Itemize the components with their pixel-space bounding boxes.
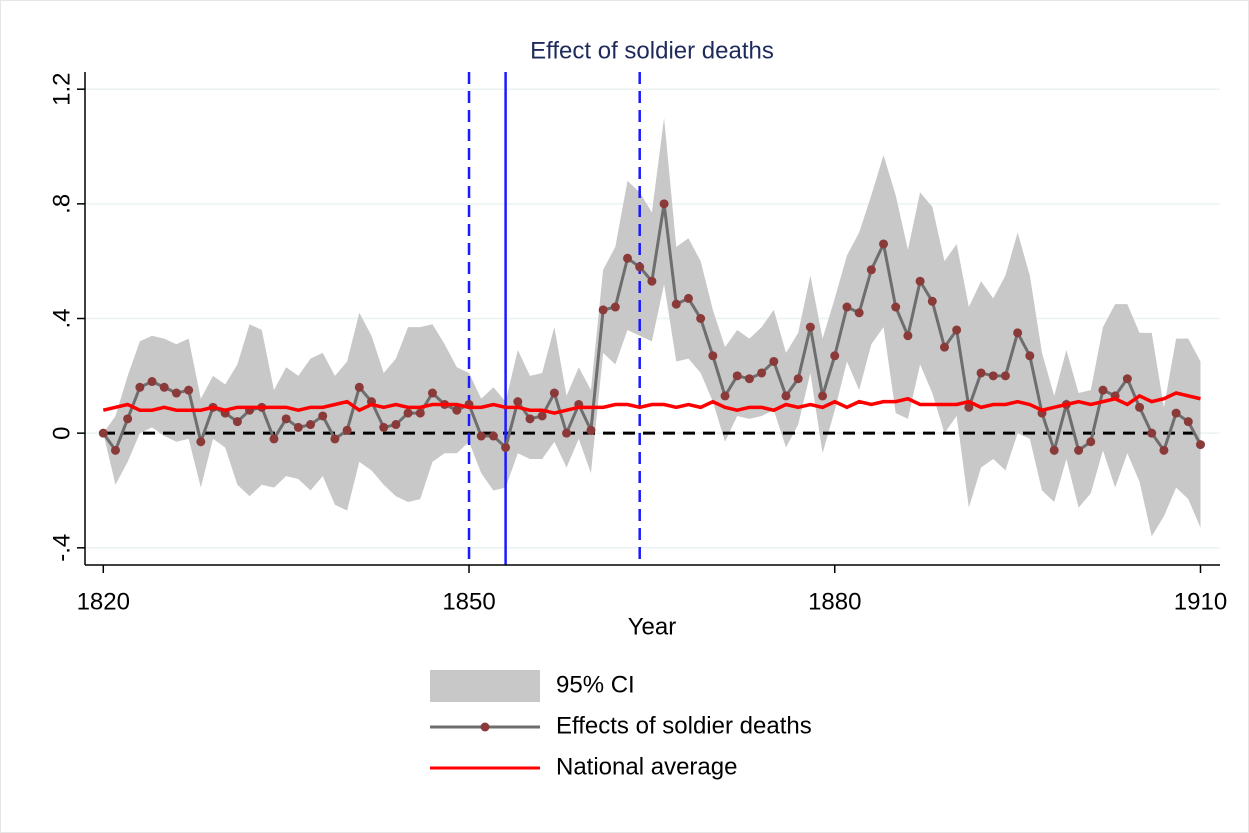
data-point — [586, 425, 596, 435]
legend-marker — [480, 722, 490, 732]
data-point — [1135, 402, 1145, 412]
data-point — [318, 411, 328, 421]
x-tick-label: 1820 — [77, 588, 130, 615]
data-point — [1098, 385, 1108, 395]
data-point — [927, 296, 937, 306]
data-point — [1049, 445, 1059, 455]
series-line — [102, 391, 1201, 415]
data-point — [976, 368, 986, 378]
data-point — [452, 405, 462, 415]
data-point — [879, 239, 889, 249]
data-point — [415, 408, 425, 418]
data-point — [513, 397, 523, 407]
data-point — [659, 199, 669, 209]
y-tick-label: -.4 — [48, 534, 75, 562]
data-point — [830, 351, 840, 361]
data-point — [171, 388, 181, 398]
data-point — [1000, 371, 1010, 381]
data-point — [488, 431, 498, 441]
data-point — [671, 299, 681, 309]
data-point — [110, 445, 120, 455]
legend-swatch — [430, 670, 540, 702]
data-point — [1025, 351, 1035, 361]
data-point — [988, 371, 998, 381]
data-point — [842, 302, 852, 312]
data-point — [696, 314, 706, 323]
legend-label: Effects of soldier deaths — [556, 712, 812, 739]
data-point — [635, 262, 645, 272]
data-point — [427, 388, 437, 398]
data-point — [196, 437, 206, 447]
data-point — [306, 420, 316, 430]
x-tick-label: 1880 — [808, 588, 861, 615]
data-point — [501, 442, 511, 452]
data-point — [683, 293, 693, 303]
data-point — [769, 356, 779, 366]
x-axis-label: Year — [628, 613, 677, 640]
data-point — [269, 434, 279, 444]
data-point — [891, 302, 901, 312]
data-point — [1013, 328, 1023, 338]
data-point — [537, 411, 547, 421]
data-point — [744, 374, 754, 384]
data-point — [184, 385, 194, 395]
data-point — [123, 414, 133, 424]
data-point — [342, 425, 352, 435]
data-point — [562, 428, 572, 438]
data-point — [1171, 408, 1181, 418]
data-point — [964, 402, 974, 412]
chart-title: Effect of soldier deaths — [530, 37, 774, 64]
data-point — [1183, 417, 1193, 427]
legend-label: 95% CI — [556, 671, 635, 698]
data-point — [757, 368, 767, 378]
data-point — [939, 342, 949, 352]
data-point — [330, 434, 340, 444]
data-point — [598, 305, 608, 315]
ci-band — [103, 117, 1201, 537]
y-tick-label: 0 — [48, 426, 75, 439]
data-point — [781, 391, 791, 401]
data-point — [915, 276, 925, 286]
data-point — [866, 265, 876, 275]
data-point — [818, 391, 828, 401]
data-point — [952, 325, 962, 335]
data-point — [403, 408, 413, 418]
data-point — [135, 382, 145, 392]
data-point — [354, 382, 364, 392]
data-point — [525, 414, 535, 424]
data-point — [1122, 374, 1132, 384]
data-point — [720, 391, 730, 401]
y-tick-label: .8 — [48, 194, 75, 214]
y-tick-label: .4 — [48, 308, 75, 328]
data-point — [793, 374, 803, 384]
data-point — [732, 371, 742, 381]
data-point — [159, 382, 169, 392]
data-point — [1074, 445, 1084, 455]
data-point — [147, 377, 157, 387]
data-point — [903, 331, 913, 341]
data-point — [708, 351, 718, 361]
data-point — [623, 253, 633, 263]
data-point — [293, 422, 303, 432]
data-point — [805, 322, 815, 332]
data-point — [854, 308, 864, 318]
data-point — [391, 420, 401, 430]
x-tick-label: 1910 — [1174, 588, 1227, 615]
data-point — [476, 431, 486, 441]
data-point — [549, 388, 559, 398]
data-point — [1147, 428, 1157, 438]
data-point — [232, 417, 242, 427]
data-point — [1195, 440, 1205, 450]
data-point — [610, 302, 620, 312]
data-point — [281, 414, 291, 424]
data-point — [647, 276, 657, 286]
data-point — [98, 428, 108, 438]
legend-label: National average — [556, 753, 737, 780]
data-point — [379, 422, 389, 432]
data-point — [1086, 437, 1096, 447]
y-tick-label: 1.2 — [48, 73, 75, 106]
x-tick-label: 1850 — [442, 588, 495, 615]
data-point — [1159, 445, 1169, 455]
